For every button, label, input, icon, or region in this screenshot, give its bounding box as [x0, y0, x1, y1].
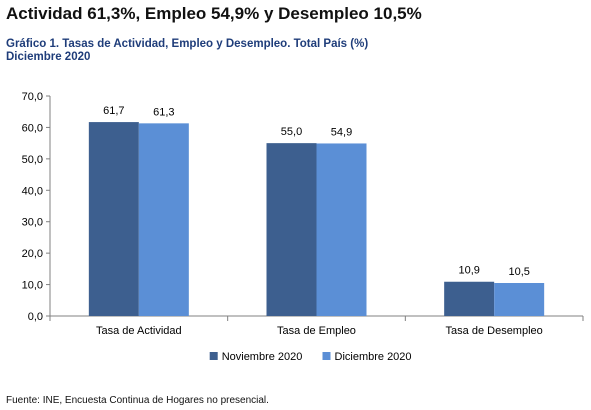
y-tick-label: 0,0: [28, 311, 43, 323]
bar: [444, 281, 495, 316]
data-label: 10,5: [508, 266, 529, 278]
bar: [266, 143, 317, 316]
y-tick-label: 60,0: [22, 122, 43, 134]
bar: [88, 122, 139, 316]
data-label: 61,3: [153, 106, 174, 118]
data-label: 10,9: [458, 265, 479, 277]
page-headline: Actividad 61,3%, Empleo 54,9% y Desemple…: [6, 4, 422, 23]
y-tick-label: 40,0: [22, 185, 43, 197]
y-tick-label: 50,0: [22, 154, 43, 166]
y-tick-label: 20,0: [22, 248, 43, 260]
x-tick-label: Tasa de Desempleo: [446, 325, 543, 337]
chart-title: Gráfico 1. Tasas de Actividad, Empleo y …: [6, 38, 368, 64]
y-tick-label: 10,0: [22, 280, 43, 292]
x-tick-label: Tasa de Empleo: [277, 325, 356, 337]
legend-swatch: [209, 352, 218, 360]
y-tick-label: 30,0: [22, 217, 43, 229]
chart-title-line2: Diciembre 2020: [6, 51, 91, 63]
bar: [494, 283, 545, 316]
bar: [138, 123, 189, 316]
bar-chart: 0,0 10,0 20,0 30,0 40,0 50,0 60,0 70,0 61,7 61,3 T…: [22, 91, 584, 363]
chart-title-line1: Gráfico 1. Tasas de Actividad, Empleo y …: [6, 38, 369, 50]
y-tick-label: 70,0: [22, 91, 43, 103]
bar: [316, 143, 367, 316]
legend-swatch: [322, 352, 331, 360]
source-note: Fuente: INE, Encuesta Continua de Hogare…: [6, 395, 269, 406]
data-label: 61,7: [103, 105, 124, 117]
data-label: 55,0: [281, 126, 302, 138]
legend-entry: Diciembre 2020: [335, 351, 412, 363]
x-tick-label: Tasa de Actividad: [96, 325, 182, 337]
data-label: 54,9: [331, 126, 352, 138]
legend-entry: Noviembre 2020: [222, 351, 303, 363]
